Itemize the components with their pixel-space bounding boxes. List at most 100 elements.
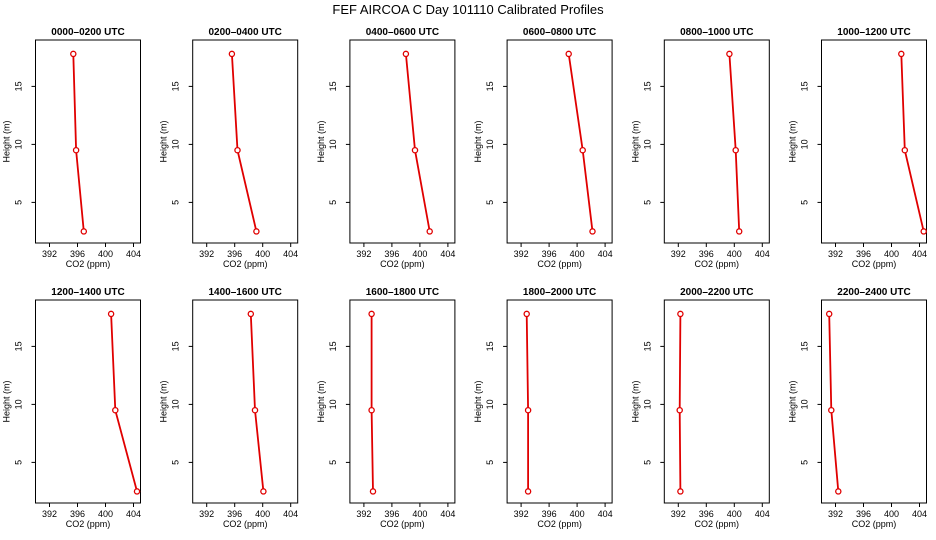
x-tick-label: 392 [356,509,371,519]
y-tick-label: 5 [800,200,810,205]
data-point [247,310,255,318]
profile-line [405,53,431,232]
y-axis-label: Height (m) [159,380,169,422]
x-axis-label: CO2 (ppm) [537,259,582,269]
data-point [524,488,532,495]
plot-frame [192,299,299,504]
panel-title: 0000–0200 UTC [51,27,124,38]
y-tick-label: 5 [800,460,810,465]
y-tick-label: 15 [485,341,495,351]
panel-title: 1400–1600 UTC [209,287,282,298]
x-tick-label: 396 [227,249,242,259]
x-tick-label: 404 [283,249,298,259]
x-tick-label: 400 [570,249,585,259]
y-axis-label: Height (m) [473,380,483,422]
profile-line [828,313,840,492]
y-tick-label: 10 [642,399,652,409]
x-tick-label: 392 [671,249,686,259]
panel-12: 2200–2400 UTC 392 396 400 404 CO2 (ppm) 5 10 15 H… [788,287,928,529]
y-tick-label: 10 [328,399,338,409]
x-axis-label: CO2 (ppm) [66,519,111,529]
data-point [402,50,410,58]
x-tick-label: 396 [70,249,85,259]
x-tick-label: 392 [514,509,529,519]
x-axis-label: CO2 (ppm) [695,259,740,269]
data-point [260,488,267,495]
panel-title: 0800–1000 UTC [680,27,753,38]
profile-line [249,313,265,492]
x-tick-label: 392 [671,509,686,519]
x-tick-label: 400 [727,509,742,519]
y-axis-label: Height (m) [630,120,640,162]
x-tick-label: 404 [283,509,298,519]
x-tick-label: 400 [727,249,742,259]
data-point [579,146,586,154]
panel-1: 0000–0200 UTC 392 396 400 404 CO2 (ppm) 5 10 15 H… [2,27,142,269]
x-tick-label: 404 [126,249,141,259]
y-tick-label: 5 [14,460,24,465]
data-point [70,50,77,58]
x-tick-label: 396 [542,249,557,259]
plot-frame [663,299,770,504]
y-axis-label: Height (m) [788,380,798,422]
x-tick-label: 396 [542,509,557,519]
x-axis-label: CO2 (ppm) [695,519,740,529]
panel-10: 1800–2000 UTC 392 396 400 404 CO2 (ppm) 5 10 15 H… [473,287,613,529]
panel-title: 1200–1400 UTC [51,287,124,298]
x-tick-label: 392 [356,249,371,259]
y-tick-label: 15 [14,81,24,91]
data-point [735,228,743,235]
x-tick-label: 400 [255,509,270,519]
x-tick-label: 392 [828,509,843,519]
x-tick-label: 396 [70,509,85,519]
y-tick-label: 5 [642,200,652,205]
x-tick-label: 404 [598,509,613,519]
profile-line [110,313,138,492]
x-tick-label: 400 [412,249,427,259]
profile-line [231,53,258,232]
panel-7: 1200–1400 UTC 392 396 400 404 CO2 (ppm) 5 10 15 H… [2,287,142,529]
data-point [677,488,684,495]
x-tick-label: 400 [884,249,899,259]
y-tick-label: 5 [171,200,181,205]
data-point [676,406,683,414]
x-axis-label: CO2 (ppm) [223,519,268,529]
data-point [369,488,377,495]
panel-title: 0600–0800 UTC [523,27,596,38]
y-tick-label: 15 [328,81,338,91]
panel-title: 2000–2200 UTC [680,287,753,298]
plot-frame [506,39,613,244]
x-tick-label: 400 [884,509,899,519]
panel-9: 1600–1800 UTC 392 396 400 404 CO2 (ppm) 5 10 15 H… [316,287,456,529]
x-tick-label: 400 [412,509,427,519]
x-tick-label: 396 [856,509,871,519]
x-tick-label: 396 [384,509,399,519]
profile-line [900,53,925,232]
y-tick-label: 15 [642,341,652,351]
panel-5: 0800–1000 UTC 392 396 400 404 CO2 (ppm) 5 10 15 H… [630,27,770,269]
y-tick-label: 10 [485,139,495,149]
data-point [732,146,739,154]
x-tick-label: 400 [255,249,270,259]
panel-2: 0200–0400 UTC 392 396 400 404 CO2 (ppm) 5 10 15 H… [159,27,299,269]
data-point [107,310,115,318]
data-point [901,146,909,154]
panel-title: 1000–1200 UTC [837,27,910,38]
x-tick-label: 400 [570,509,585,519]
panel-8: 1400–1600 UTC 392 396 400 404 CO2 (ppm) 5 10 15 H… [159,287,299,529]
figure-title: FEF AIRCOA C Day 101110 Calibrated Profi… [332,2,604,17]
y-tick-label: 10 [14,399,24,409]
y-axis-label: Height (m) [316,380,326,422]
panel-title: 2200–2400 UTC [837,287,910,298]
y-tick-label: 10 [14,139,24,149]
x-axis-label: CO2 (ppm) [66,259,111,269]
panel-title: 0200–0400 UTC [209,27,282,38]
profile-line [370,313,374,492]
y-axis-label: Height (m) [316,120,326,162]
data-point [72,146,80,154]
data-point [426,228,433,235]
x-axis-label: CO2 (ppm) [380,259,425,269]
x-axis-label: CO2 (ppm) [223,259,268,269]
data-point [726,50,733,58]
